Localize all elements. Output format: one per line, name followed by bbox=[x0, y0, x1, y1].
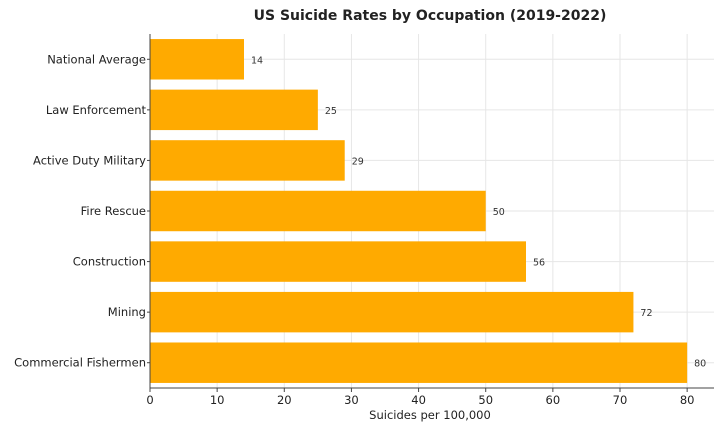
data-label: 14 bbox=[251, 55, 263, 66]
bar bbox=[150, 291, 634, 333]
bar bbox=[150, 190, 486, 232]
data-label: 50 bbox=[493, 207, 505, 218]
x-tick-label: 30 bbox=[344, 393, 359, 407]
category-label: Commercial Fishermen bbox=[14, 356, 146, 370]
bars: 14 25 29 50 56 72 80 bbox=[150, 39, 706, 383]
data-label: 72 bbox=[640, 308, 652, 319]
x-tick-label: 80 bbox=[680, 393, 695, 407]
category-label: Fire Rescue bbox=[81, 204, 146, 218]
x-tick-label: 50 bbox=[478, 393, 493, 407]
bar bbox=[150, 140, 345, 181]
data-label: 25 bbox=[325, 106, 337, 117]
chart-title: US Suicide Rates by Occupation (2019-202… bbox=[254, 8, 607, 24]
category-label: Law Enforcement bbox=[46, 103, 147, 117]
x-tick-label: 70 bbox=[613, 393, 628, 407]
data-label: 29 bbox=[352, 156, 364, 167]
x-axis-label: Suicides per 100,000 bbox=[369, 408, 491, 422]
category-label: Construction bbox=[73, 255, 146, 269]
bar bbox=[150, 342, 688, 383]
x-tick-label: 40 bbox=[411, 393, 426, 407]
axes: National Average Law Enforcement Active Du… bbox=[14, 34, 714, 407]
bar bbox=[150, 89, 318, 131]
x-tick-label: 60 bbox=[546, 393, 561, 407]
x-tick-label: 20 bbox=[277, 393, 292, 407]
category-label: Mining bbox=[108, 305, 146, 319]
data-label: 80 bbox=[694, 359, 706, 370]
bar bbox=[150, 39, 244, 80]
category-label: Active Duty Military bbox=[33, 153, 146, 167]
bar bbox=[150, 241, 526, 282]
category-label: National Average bbox=[47, 52, 146, 66]
data-label: 56 bbox=[533, 258, 545, 269]
x-tick-label: 10 bbox=[210, 393, 225, 407]
x-tick-label: 0 bbox=[146, 393, 153, 407]
